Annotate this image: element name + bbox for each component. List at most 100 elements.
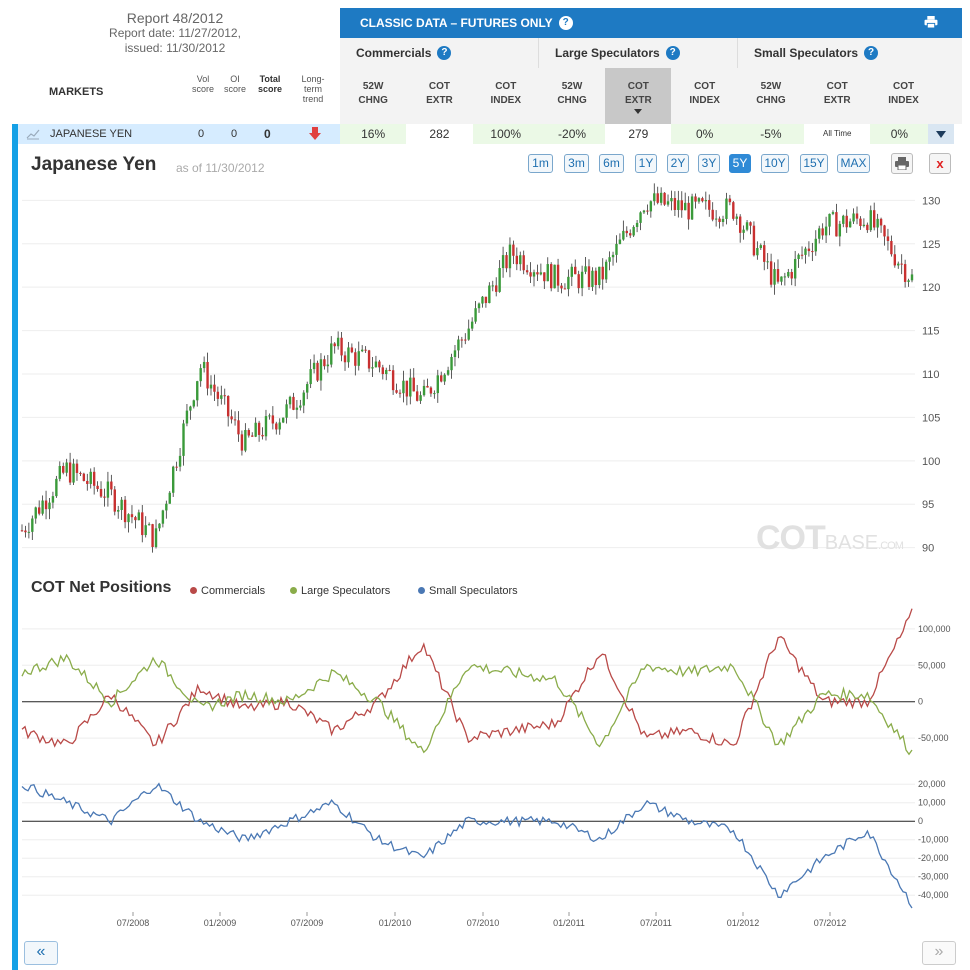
candle-body — [787, 271, 790, 277]
sub-header[interactable]: COT EXTR — [406, 68, 472, 124]
candle-body — [275, 423, 278, 430]
sub-header[interactable]: 52W CHNG — [539, 68, 605, 124]
candle-body — [828, 213, 831, 227]
candle-body — [240, 434, 244, 451]
candle-body — [316, 362, 319, 381]
candle-body — [615, 243, 618, 255]
help-icon[interactable]: ? — [665, 46, 680, 60]
sub-header-l2: EXTR — [426, 95, 453, 106]
x-tick-label: 07/2012 — [814, 918, 847, 928]
price-tick-label: 90 — [922, 543, 934, 555]
candle-body — [714, 218, 718, 220]
next-market-button[interactable]: » — [922, 941, 956, 965]
expand-toggle[interactable] — [928, 124, 955, 144]
range-1m[interactable]: 1m — [528, 154, 553, 173]
sub-header[interactable]: 52W CHNG — [340, 68, 406, 124]
candle-body — [37, 507, 41, 514]
candle-body — [491, 285, 494, 287]
range-15y[interactable]: 15Y — [800, 154, 828, 173]
small-tick-label: 20,000 — [918, 779, 946, 789]
small-52w-chng: -5% — [737, 124, 805, 144]
candle-body — [625, 230, 628, 234]
chart-print-button[interactable] — [891, 153, 913, 174]
sub-header-l2: INDEX — [689, 95, 720, 106]
candle-body — [783, 276, 787, 278]
x-tick-label: 01/2009 — [204, 918, 237, 928]
candle-body — [855, 213, 859, 219]
candle-body — [333, 343, 336, 347]
candle-body — [450, 357, 453, 371]
candle-body — [659, 192, 663, 203]
sub-header[interactable]: COT INDEX — [473, 68, 539, 124]
sub-header[interactable]: COT INDEX — [870, 68, 936, 124]
candle-body — [278, 422, 281, 430]
prev-market-button[interactable]: « — [24, 941, 58, 965]
candle-body — [673, 198, 677, 210]
sub-header[interactable]: COT EXTR — [804, 68, 870, 124]
help-icon[interactable]: ? — [558, 16, 573, 30]
candle-body — [213, 384, 216, 392]
candle-body — [165, 503, 168, 511]
sub-header-l2: CHNG — [756, 95, 786, 106]
candle-body — [178, 455, 182, 467]
oi-score-header[interactable]: OI score — [220, 74, 250, 94]
candle-body — [343, 355, 347, 363]
range-6m[interactable]: 6m — [599, 154, 624, 173]
candle-body — [793, 258, 797, 279]
candle-body — [886, 236, 890, 241]
close-chart-button[interactable]: x — [929, 153, 951, 174]
candle-body — [525, 270, 529, 273]
legend-small-speculators[interactable]: Small Speculators — [418, 585, 518, 597]
range-max[interactable]: MAX — [837, 154, 870, 173]
sub-header-l1: COT — [694, 81, 716, 92]
sub-header-l1: COT — [627, 81, 649, 92]
sub-header-selected[interactable]: COT EXTR — [605, 68, 672, 124]
candle-body — [611, 254, 615, 258]
candle-body — [653, 193, 656, 202]
range-3m[interactable]: 3m — [564, 154, 589, 173]
legend-dot-icon — [190, 587, 197, 594]
candle-body — [398, 392, 402, 394]
candle-body — [330, 343, 333, 365]
candle-body — [646, 210, 649, 212]
row-accent-bar — [12, 124, 18, 970]
comm-cot-extr: 282 — [406, 124, 473, 144]
candle-body — [570, 266, 574, 277]
candle-body — [247, 430, 250, 436]
range-2y[interactable]: 2Y — [667, 154, 689, 173]
x-tick-label: 07/2009 — [291, 918, 324, 928]
print-icon[interactable] — [924, 16, 938, 28]
legend-commercials[interactable]: Commercials — [190, 585, 265, 597]
x-tick-label: 07/2010 — [467, 918, 500, 928]
candle-body — [237, 420, 240, 435]
candle-body — [804, 248, 807, 255]
range-3y[interactable]: 3Y — [698, 154, 720, 173]
total-score-header[interactable]: Total score — [253, 74, 287, 94]
x-tick-label: 07/2011 — [640, 918, 672, 928]
sub-header[interactable]: 52W CHNG — [738, 68, 804, 124]
candle-body — [261, 434, 264, 437]
range-1y[interactable]: 1Y — [635, 154, 657, 173]
candle-body — [766, 261, 769, 263]
help-icon[interactable]: ? — [437, 46, 452, 60]
triangle-down-icon — [936, 130, 947, 138]
sub-header[interactable]: COT INDEX — [671, 68, 737, 124]
help-icon[interactable]: ? — [864, 46, 879, 60]
vol-score-header[interactable]: Vol score — [188, 74, 218, 94]
candle-body — [484, 296, 488, 304]
candle-body — [89, 471, 92, 484]
range-10y[interactable]: 10Y — [761, 154, 789, 173]
large-52w-chng: -20% — [538, 124, 606, 144]
candle-body — [807, 248, 811, 252]
trend-header[interactable]: Long- term trend — [296, 74, 330, 104]
candle-body — [51, 496, 55, 503]
candle-body — [185, 410, 189, 424]
candle-body — [130, 514, 134, 518]
legend-large-speculators[interactable]: Large Speculators — [290, 585, 390, 597]
candle-body — [364, 349, 367, 351]
market-name[interactable]: JAPANESE YEN — [50, 128, 133, 140]
market-row[interactable]: JAPANESE YEN 0 0 0 16% 282 100% -20% 279… — [12, 124, 962, 144]
candle-body — [776, 269, 780, 282]
candle-body — [900, 263, 903, 265]
range-5y[interactable]: 5Y — [729, 154, 751, 173]
